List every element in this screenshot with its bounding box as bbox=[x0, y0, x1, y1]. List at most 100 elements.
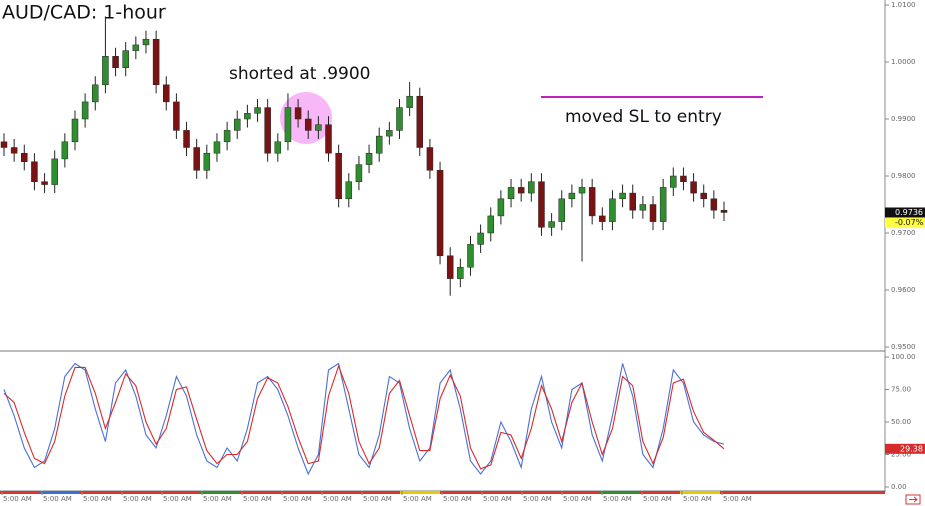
change-box bbox=[885, 217, 925, 228]
candle-body bbox=[335, 152, 342, 200]
y-tick-label: 75.00 bbox=[891, 386, 911, 394]
candle-body bbox=[386, 130, 393, 137]
candle-body bbox=[588, 187, 596, 217]
candle-body bbox=[112, 56, 119, 68]
y-tick-label: 0.00 bbox=[891, 483, 907, 491]
x-tick-label: 5:00 AM bbox=[243, 495, 272, 503]
last-price-label: 0.9736 bbox=[895, 208, 923, 217]
x-tick-label: 5:00 AM bbox=[523, 495, 552, 503]
candle-body bbox=[528, 181, 535, 194]
x-tick-label: 5:00 AM bbox=[43, 495, 72, 503]
candle-body bbox=[446, 255, 454, 279]
candle-body bbox=[41, 181, 48, 185]
candle-body bbox=[568, 192, 576, 200]
candle-body bbox=[406, 95, 413, 108]
x-tick-label: 5:00 AM bbox=[283, 495, 312, 503]
x-tick-label: 5:00 AM bbox=[483, 495, 512, 503]
x-tick-label: 5:00 AM bbox=[563, 495, 592, 503]
candle-body bbox=[497, 198, 505, 217]
session-strip bbox=[400, 491, 440, 494]
candle-body bbox=[142, 38, 150, 46]
candle-body bbox=[264, 107, 271, 154]
candle-body bbox=[21, 152, 28, 162]
candle-body bbox=[163, 84, 170, 103]
candle-body bbox=[700, 192, 707, 200]
indicator-line bbox=[3, 364, 725, 470]
candle-body bbox=[619, 192, 626, 200]
candle-body bbox=[355, 164, 363, 182]
candle-body bbox=[416, 95, 424, 148]
candle-body bbox=[284, 107, 292, 143]
candle-body bbox=[10, 147, 18, 154]
session-strip bbox=[200, 491, 240, 494]
candle-body bbox=[710, 198, 718, 211]
candle-body bbox=[233, 118, 241, 131]
candle-body bbox=[548, 221, 555, 228]
x-tick-label: 5:00 AM bbox=[643, 495, 672, 503]
scroll-arrow bbox=[909, 496, 918, 503]
y-tick-label: 0.9500 bbox=[891, 343, 916, 351]
candle-body bbox=[173, 101, 180, 131]
candle-body bbox=[61, 141, 69, 160]
candle-body bbox=[365, 152, 373, 165]
y-tick-label: 50.00 bbox=[891, 418, 911, 426]
x-tick-label: 5:00 AM bbox=[3, 495, 32, 503]
y-tick-label: 0.9900 bbox=[891, 115, 916, 123]
candle-body bbox=[0, 141, 8, 148]
last-price-box bbox=[885, 207, 925, 218]
candle-body bbox=[639, 204, 647, 211]
candle-body bbox=[629, 192, 636, 211]
candle-body bbox=[203, 152, 211, 171]
candle-body bbox=[690, 181, 697, 194]
x-tick-label: 5:00 AM bbox=[203, 495, 232, 503]
x-tick-label: 5:00 AM bbox=[363, 495, 392, 503]
y-tick-label: 1.0000 bbox=[891, 58, 916, 66]
candle-body bbox=[375, 135, 383, 154]
candle-body bbox=[558, 198, 565, 222]
y-tick-label: 0.9600 bbox=[891, 286, 916, 294]
x-tick-label: 5:00 AM bbox=[123, 495, 152, 503]
candle-body bbox=[659, 187, 667, 222]
candle-body bbox=[92, 84, 99, 103]
candle-body bbox=[538, 181, 545, 228]
x-tick-label: 5:00 AM bbox=[83, 495, 112, 503]
candle-body bbox=[467, 244, 474, 268]
candle-body bbox=[670, 175, 677, 188]
session-strip bbox=[600, 491, 640, 494]
y-tick-label: 25.00 bbox=[891, 451, 911, 459]
candle-body bbox=[294, 107, 302, 120]
candle-body bbox=[51, 158, 58, 185]
indicator-line bbox=[3, 362, 725, 476]
y-tick-label: 100.00 bbox=[891, 353, 916, 361]
candle-body bbox=[122, 50, 129, 68]
annotation: shorted at .9900 bbox=[229, 64, 371, 84]
candle-body bbox=[609, 198, 616, 222]
x-tick-label: 5:00 AM bbox=[683, 495, 712, 503]
x-tick-label: 5:00 AM bbox=[603, 495, 632, 503]
candle-body bbox=[213, 141, 221, 154]
candle-body bbox=[223, 130, 231, 143]
session-strip bbox=[680, 491, 720, 494]
candle-body bbox=[193, 147, 200, 171]
candle-body bbox=[517, 187, 525, 194]
candle-body bbox=[152, 38, 160, 86]
candle-body bbox=[274, 141, 282, 154]
candle-body bbox=[426, 147, 434, 171]
candle-body bbox=[315, 124, 322, 131]
x-tick-label: 5:00 AM bbox=[163, 495, 192, 503]
change-label: -0.07% bbox=[895, 218, 924, 227]
candle-body bbox=[254, 107, 261, 114]
candle-body bbox=[599, 215, 606, 222]
last-value-label: 29.38 bbox=[900, 444, 923, 453]
candle-body bbox=[720, 209, 728, 213]
x-tick-label: 5:00 AM bbox=[723, 495, 752, 503]
candle-body bbox=[680, 175, 687, 182]
candle-body bbox=[132, 44, 140, 51]
candle-body bbox=[31, 161, 38, 182]
candle-body bbox=[345, 181, 353, 200]
candle-body bbox=[304, 118, 312, 131]
candle-body bbox=[477, 232, 484, 245]
